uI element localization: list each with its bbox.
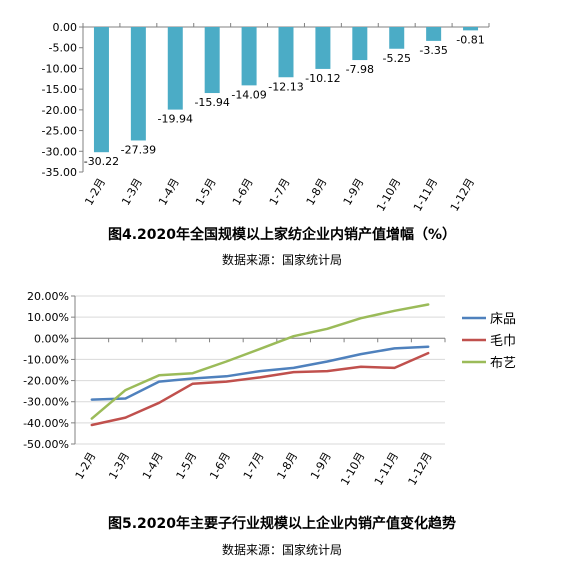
bar <box>241 27 257 86</box>
line-x-tick-label: 1-6月 <box>207 450 233 482</box>
bar-y-tick-label: -5.00 <box>49 42 77 55</box>
bar <box>463 27 479 31</box>
bar-value-label: -7.98 <box>346 63 374 76</box>
bar-value-label: -27.39 <box>121 143 156 156</box>
line-x-tick-label: 1-2月 <box>73 450 99 482</box>
bar <box>204 27 220 94</box>
bar-value-label: -14.09 <box>231 88 266 101</box>
bar-y-tick-label: -35.00 <box>42 166 77 179</box>
bar-x-tick-label: 1-5月 <box>193 176 219 208</box>
line-y-tick-label: -10.00% <box>23 353 69 366</box>
line-x-tick-label: 1-4月 <box>140 450 166 482</box>
bar <box>352 27 368 61</box>
line-chart-source: 数据来源：国家统计局 <box>221 543 342 557</box>
line-y-tick-label: -20.00% <box>23 375 69 388</box>
line-x-tick-label: 1-7月 <box>241 450 267 482</box>
bar-y-tick-label: -25.00 <box>42 125 77 138</box>
line-chart-title: 图5.2020年主要子行业规模以上企业内销产值变化趋势 <box>107 516 457 532</box>
line-y-tick-label: -30.00% <box>23 396 69 409</box>
bar-y-tick-label: 0.00 <box>53 21 78 34</box>
bar-x-tick-label: 1-12月 <box>448 176 477 214</box>
bar-value-label: -10.12 <box>305 72 340 85</box>
line-x-tick-label: 1-11月 <box>372 450 401 488</box>
bar-x-tick-label: 1-9月 <box>341 176 367 208</box>
series-line-毛巾 <box>90 351 430 427</box>
series-line-床品 <box>90 345 430 401</box>
bar-value-label: -0.81 <box>456 33 484 46</box>
legend-label: 布艺 <box>490 356 516 371</box>
bar-x-tick-label: 1-2月 <box>82 176 108 208</box>
bar-chart-source: 数据来源：国家统计局 <box>221 253 342 267</box>
line-x-tick-label: 1-5月 <box>174 450 200 482</box>
bar <box>315 27 331 69</box>
line-y-tick-label: -50.00% <box>23 438 69 451</box>
bar-value-label: -15.94 <box>194 96 229 109</box>
bar-chart-title: 图4.2020年全国规模以上家纺企业内销产值增幅（%） <box>107 227 457 243</box>
bar-y-tick-label: -20.00 <box>42 104 77 117</box>
line-x-tick-label: 1-3月 <box>106 450 132 482</box>
line-x-tick-label: 1-8月 <box>274 450 300 482</box>
series-line-布艺 <box>90 303 430 420</box>
bar <box>93 27 109 153</box>
bar <box>426 27 442 41</box>
bar-x-tick-label: 1-8月 <box>304 176 330 208</box>
bar-y-tick-label: -30.00 <box>42 145 77 158</box>
bar-value-label: -5.25 <box>382 52 410 65</box>
bar-value-label: -30.22 <box>84 155 119 168</box>
bar <box>278 27 294 78</box>
legend-label: 床品 <box>490 312 516 327</box>
line-y-tick-label: 20.00% <box>27 290 69 303</box>
line-y-tick-label: -40.00% <box>23 417 69 430</box>
bar-x-tick-label: 1-6月 <box>230 176 256 208</box>
line-x-tick-label: 1-12月 <box>406 450 435 488</box>
bar-x-tick-label: 1-11月 <box>411 176 440 214</box>
line-x-tick-label: 1-10月 <box>338 450 367 488</box>
line-x-tick-label: 1-9月 <box>308 450 334 482</box>
bar-y-tick-label: -10.00 <box>42 62 77 75</box>
bar <box>389 27 405 49</box>
bar-value-label: -12.13 <box>268 80 303 93</box>
line-y-tick-label: 0.00% <box>34 332 69 345</box>
bar-value-label: -3.35 <box>419 44 447 57</box>
bar-chart-home-textile-growth: 0.00-5.00-10.00-15.00-20.00-25.00-30.00-… <box>42 21 490 214</box>
bar-value-label: -19.94 <box>158 113 193 126</box>
bar-x-tick-label: 1-3月 <box>119 176 145 208</box>
bar <box>167 27 183 110</box>
bar-x-tick-label: 1-10月 <box>374 176 403 214</box>
bar-x-tick-label: 1-4月 <box>156 176 182 208</box>
bar <box>130 27 146 141</box>
legend-label: 毛巾 <box>490 334 516 349</box>
line-y-tick-label: 10.00% <box>27 311 69 324</box>
bar-x-tick-label: 1-7月 <box>267 176 293 208</box>
bar-y-tick-label: -15.00 <box>42 83 77 96</box>
